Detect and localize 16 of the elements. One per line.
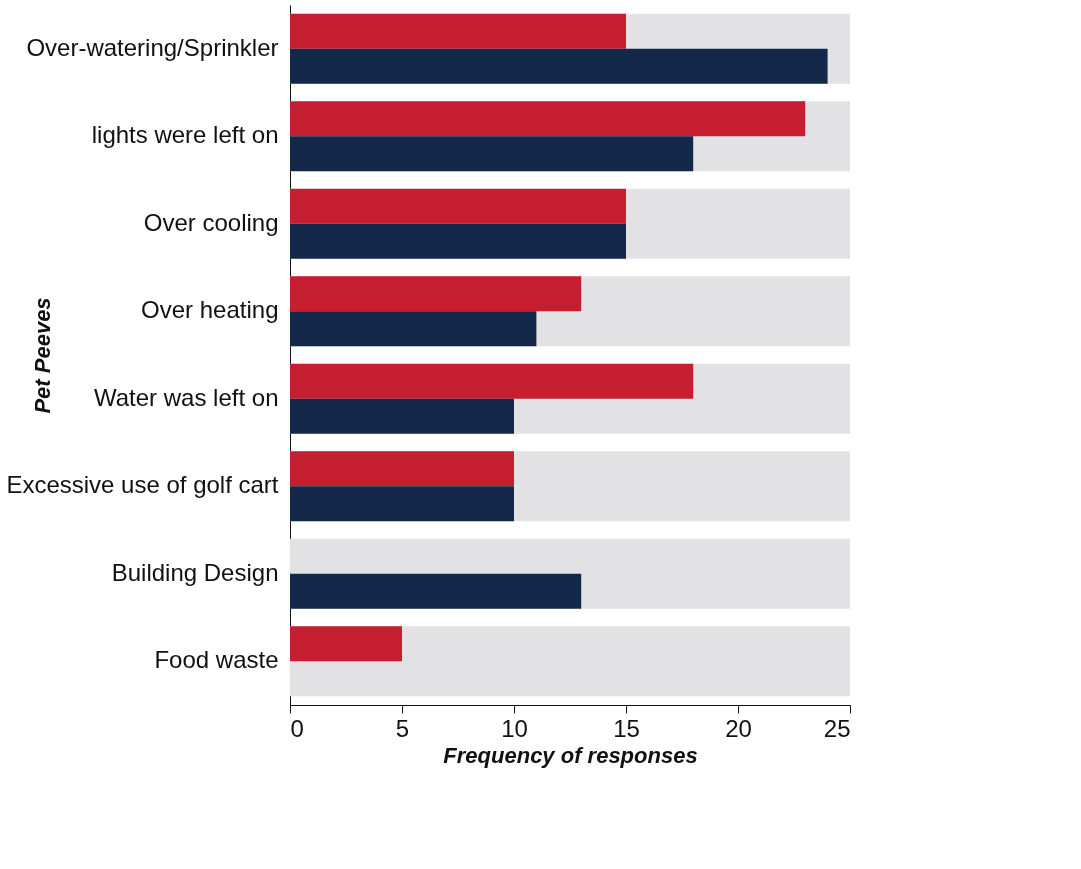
y-tick-label: Food waste <box>154 646 279 674</box>
x-tick-label: 25 <box>823 714 851 742</box>
y-tick-label: Building Design <box>111 558 279 586</box>
x-tick-label: 10 <box>501 714 528 742</box>
y-tick-label: Over cooling <box>143 208 279 236</box>
y-tick-label: Excessive use of golf cart <box>6 471 279 499</box>
y-tick-label: lights were left on <box>91 121 279 149</box>
x-tick-label: 5 <box>395 714 410 742</box>
y-tick-label: Over-watering/Sprinkler <box>26 33 279 61</box>
y-tick-label: Water was left on <box>93 383 279 411</box>
x-axis-title: Frequency of responses <box>443 742 698 768</box>
x-tick-label: 20 <box>725 714 752 742</box>
x-tick-label: 0 <box>290 714 304 742</box>
y-tick-label: Over heating <box>141 296 279 324</box>
y-axis-title: Pet Peeves <box>29 297 55 414</box>
x-tick-label: 15 <box>613 714 640 742</box>
